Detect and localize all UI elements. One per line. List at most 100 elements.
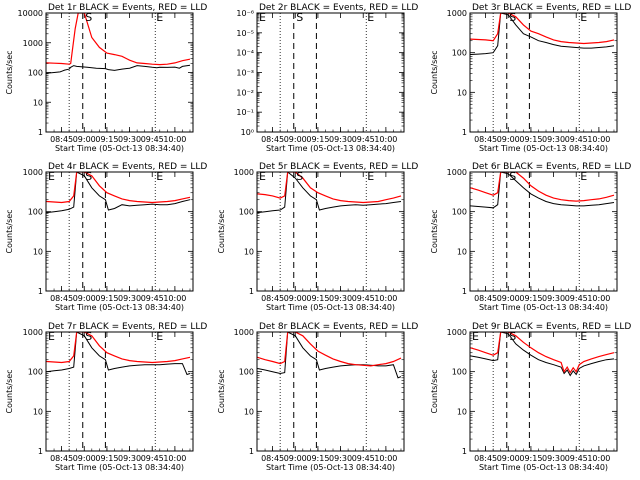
series-lld-line xyxy=(46,13,191,66)
y-tick-label: 100 xyxy=(28,69,43,78)
x-tick-label: 09:45 xyxy=(565,454,588,463)
y-tick-label: 1000 xyxy=(23,39,43,48)
y-tick-label: 1000 xyxy=(447,328,467,337)
x-tick-label: 09:30 xyxy=(118,135,141,144)
x-tick-label: 10:00 xyxy=(587,454,610,463)
panel-title: Det 1r BLACK = Events, RED = LLD xyxy=(48,3,207,13)
x-tick-label: 08:45 xyxy=(474,454,497,463)
x-tick-label: 10:00 xyxy=(163,454,186,463)
time-marker-label: S xyxy=(296,170,303,183)
y-axis-title: Counts/sec xyxy=(5,50,14,94)
x-tick-label: 09:15 xyxy=(95,454,118,463)
y-tick-label: 1 xyxy=(249,447,254,456)
x-tick-label: 09:15 xyxy=(95,294,118,303)
series-events-line xyxy=(470,172,615,209)
plot-frame xyxy=(45,12,194,133)
x-tick-label: 09:30 xyxy=(542,135,565,144)
time-marker-label: E xyxy=(259,11,266,24)
y-tick-label: 10 xyxy=(457,88,467,97)
x-tick-label: 08:45 xyxy=(474,294,497,303)
series-events-line xyxy=(46,332,191,376)
series-events-line xyxy=(470,332,615,377)
time-marker-label: E xyxy=(580,170,587,183)
series-events-line xyxy=(470,13,615,55)
y-tick-label: 10 xyxy=(244,247,254,256)
y-tick-label: 10 xyxy=(33,247,43,256)
x-tick-label: 09:00 xyxy=(497,454,520,463)
x-tick-label: 09:30 xyxy=(118,454,141,463)
plot-frame xyxy=(45,331,194,452)
panel-title: Det 4r BLACK = Events, RED = LLD xyxy=(48,162,207,172)
x-axis-title: Start Time (05-Oct-13 08:34:40) xyxy=(266,303,395,312)
x-tick-label: 09:00 xyxy=(497,135,520,144)
x-axis-title: Start Time (05-Oct-13 08:34:40) xyxy=(479,463,608,472)
y-tick-label: 10 xyxy=(244,407,254,416)
time-marker-label: E xyxy=(580,11,587,24)
y-tick-label: 10 xyxy=(33,407,43,416)
y-tick-label: 1 xyxy=(38,128,43,137)
time-marker-label: E xyxy=(259,170,266,183)
x-tick-label: 09:00 xyxy=(73,135,96,144)
x-tick-label: 09:00 xyxy=(497,294,520,303)
x-tick-label: 09:15 xyxy=(306,294,329,303)
y-tick-label: 10⁻⁴ xyxy=(236,49,254,58)
x-tick-label: 09:45 xyxy=(141,294,164,303)
x-tick-label: 09:00 xyxy=(73,294,96,303)
panel-title: Det 6r BLACK = Events, RED = LLD xyxy=(472,162,631,172)
x-tick-label: 08:45 xyxy=(261,294,284,303)
plot-frame xyxy=(469,171,618,292)
plot-frame xyxy=(256,331,405,452)
y-tick-label: 10⁰ xyxy=(241,128,254,137)
series-lld-line xyxy=(46,172,191,204)
series-lld-line xyxy=(470,172,615,202)
x-tick-label: 08:45 xyxy=(50,294,73,303)
y-tick-label: 100 xyxy=(452,208,467,217)
series-events-line xyxy=(46,64,191,74)
y-tick-label: 100 xyxy=(452,49,467,58)
x-tick-label: 09:00 xyxy=(284,294,307,303)
y-tick-label: 100 xyxy=(239,368,254,377)
x-tick-label: 09:00 xyxy=(73,454,96,463)
x-tick-label: 09:45 xyxy=(141,454,164,463)
panel-det-2: Det 2r BLACK = Events, RED = LLD 10⁰ 10⁻¹ 1… xyxy=(236,3,418,153)
panel-title: Det 2r BLACK = Events, RED = LLD xyxy=(259,3,418,13)
y-tick-label: 10000 xyxy=(18,9,43,18)
x-tick-label: 08:45 xyxy=(50,454,73,463)
x-tick-label: 09:45 xyxy=(352,294,375,303)
time-marker-label: S xyxy=(85,11,92,24)
y-axis-title: Counts/sec xyxy=(430,209,439,253)
plot-frame xyxy=(256,12,405,133)
x-tick-label: 09:15 xyxy=(306,454,329,463)
x-tick-label: 09:00 xyxy=(284,135,307,144)
series-lld-line xyxy=(46,332,191,364)
x-tick-label: 09:15 xyxy=(306,135,329,144)
time-marker-label: S xyxy=(85,330,92,343)
x-tick-label: 08:45 xyxy=(50,135,73,144)
series-lld-line xyxy=(470,13,615,45)
y-tick-label: 1000 xyxy=(23,168,43,177)
x-tick-label: 09:15 xyxy=(95,135,118,144)
y-tick-label: 10⁻⁵ xyxy=(236,29,254,38)
series-events-line xyxy=(257,172,402,214)
plot-frame xyxy=(256,171,405,292)
x-tick-label: 09:30 xyxy=(329,294,352,303)
y-axis-title: Counts/sec xyxy=(430,369,439,413)
y-tick-label: 1 xyxy=(249,287,254,296)
x-tick-label: 10:00 xyxy=(374,454,397,463)
y-tick-label: 1000 xyxy=(234,168,254,177)
x-tick-label: 09:30 xyxy=(329,135,352,144)
time-marker-label: E xyxy=(472,330,479,343)
x-tick-label: 09:15 xyxy=(519,454,542,463)
x-tick-label: 09:30 xyxy=(118,294,141,303)
y-tick-label: 1000 xyxy=(23,328,43,337)
panel-title: Det 9r BLACK = Events, RED = LLD xyxy=(472,322,631,332)
x-tick-label: 08:45 xyxy=(261,135,284,144)
time-marker-label: S xyxy=(509,170,516,183)
series-lld-line xyxy=(257,172,402,204)
series-lld-line xyxy=(470,332,615,374)
time-marker-label: S xyxy=(509,330,516,343)
panel-det-9: Det 9r BLACK = Events, RED = LLD 1 10 100 10… xyxy=(430,322,631,472)
y-tick-label: 10 xyxy=(457,407,467,416)
x-tick-label: 09:45 xyxy=(141,135,164,144)
x-tick-label: 09:45 xyxy=(565,135,588,144)
